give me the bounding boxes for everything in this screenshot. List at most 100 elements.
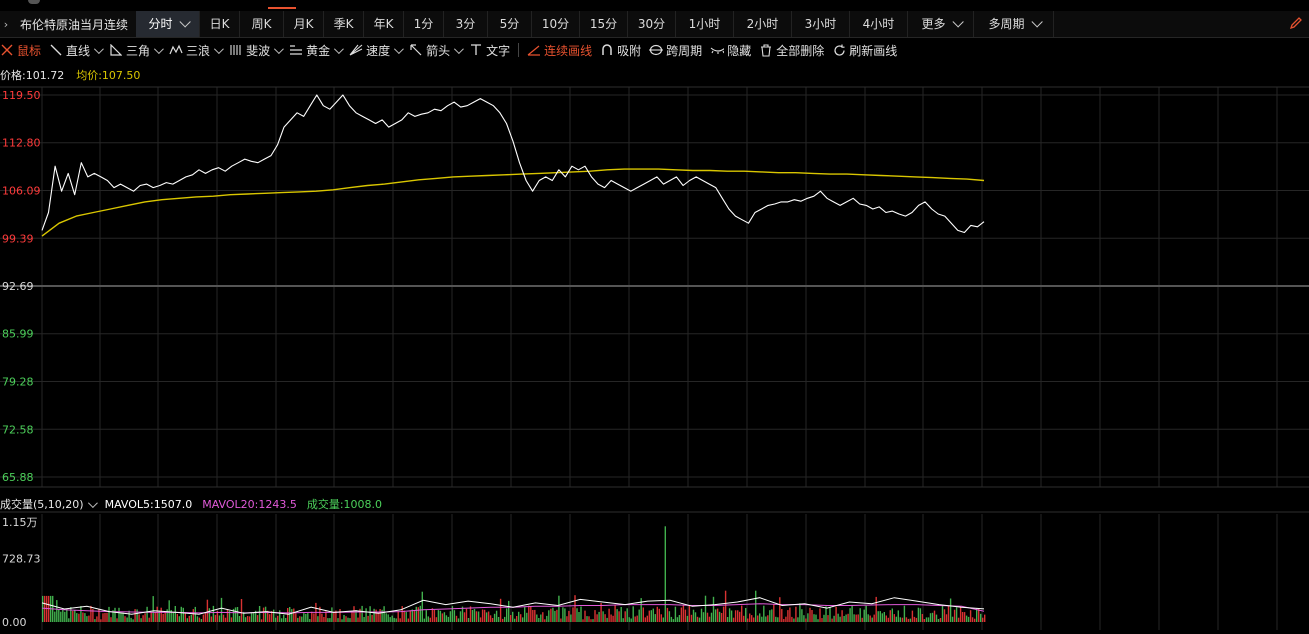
volume-bar [393,617,395,622]
volume-bar [158,610,160,622]
volume-bar [761,616,763,622]
tab-9[interactable]: 10分 [532,11,580,37]
volume-bar [66,608,68,622]
cross-cursor-icon [0,43,14,57]
snap-label: 吸附 [617,43,642,58]
volume-bar [755,590,757,622]
volume-bar [341,619,343,622]
tab-8[interactable]: 5分 [488,11,532,37]
volume-bar [875,596,877,622]
y-tick-label: 106.09 [2,185,41,198]
volume-bar [931,612,934,622]
volume-indicator-select[interactable]: 成交量(5,10,20) [0,496,98,512]
expand-arrow-icon[interactable]: › [3,17,9,31]
volume-bar [793,618,795,622]
tab-14[interactable]: 3小时 [792,11,850,37]
refresh-drawings-button[interactable]: 刷新画线 [832,38,897,62]
fibonacci-tool[interactable]: 斐波 [229,38,284,62]
volume-bar [851,605,853,622]
text-tool[interactable]: 文字 [469,38,510,62]
volume-bar [737,610,739,622]
volume-bar [548,610,550,622]
tab-2[interactable]: 周K [240,11,284,37]
delete-all-button[interactable]: 全部删除 [759,38,824,62]
volume-bar [706,612,709,622]
volume-bar [803,615,805,622]
tab-5[interactable]: 年K [364,11,404,37]
volume-bar [767,615,769,622]
tab-13[interactable]: 2小时 [734,11,792,37]
volume-bar [136,609,138,622]
active-indicator [268,7,296,9]
volume-bar [148,617,150,622]
volume-bar [208,608,211,622]
cross-period-toggle[interactable]: 跨周期 [649,38,702,62]
volume-bar [403,610,405,622]
volume-bar [273,609,275,622]
y-tick-label: 112.80 [2,137,41,150]
volume-bar [658,608,660,622]
volume-bar [596,614,598,622]
tab-11[interactable]: 30分 [628,11,676,37]
volume-bar [489,615,492,622]
gold-tool[interactable]: 黄金 [289,38,344,62]
volume-bar [660,614,662,622]
volume-bar [126,617,128,622]
volume-bar [933,610,936,622]
volume-bar [680,607,683,622]
volume-bar [423,618,425,622]
tab-12[interactable]: 1小时 [676,11,734,37]
tab-3[interactable]: 月K [284,11,324,37]
cursor-tool[interactable]: 鼠标 [0,38,41,62]
volume-bar [943,609,946,622]
tab-0[interactable]: 分时 [136,11,200,37]
snap-toggle[interactable]: 吸附 [600,38,641,62]
volume-bar [379,609,381,622]
volume-bar [178,616,180,622]
line-tool[interactable]: 直线 [49,38,104,62]
tab-1[interactable]: 日K [200,11,240,37]
speed-tool[interactable]: 速度 [349,38,404,62]
arrow-tool[interactable]: 箭头 [409,38,464,62]
volume-bar [622,618,624,622]
pencil-icon[interactable] [1289,15,1303,35]
tab-15[interactable]: 4小时 [850,11,908,37]
tab-4[interactable]: 季K [324,11,364,37]
volume-bar [568,610,570,622]
volume-bar [160,607,162,622]
volume-bar [628,617,630,622]
line-tool-label: 直线 [66,43,91,58]
hide-toggle[interactable]: 隐藏 [710,38,751,62]
triangle-tool[interactable]: 三角 [109,38,164,62]
volume-bar [481,609,484,622]
volume-bar [142,615,144,622]
volume-bar [893,614,895,622]
volume-bar [451,606,454,622]
volume-bar [369,606,371,622]
tab-17[interactable]: 多周期 [974,11,1054,37]
tab-7[interactable]: 3分 [444,11,488,37]
wave-tool[interactable]: 三浪 [169,38,224,62]
volume-bar [461,606,464,622]
y-tick-label: 99.39 [2,232,34,245]
volume-bar [427,616,429,622]
volume-bar [781,609,783,622]
tab-10[interactable]: 15分 [580,11,628,37]
volume-bar [242,611,245,622]
volume-bar [636,615,638,622]
volume-bar [604,614,606,622]
volume-bar [184,613,186,622]
volume-bar [303,613,305,622]
tab-16[interactable]: 更多 [908,11,974,37]
volume-bar [323,617,325,622]
text-t-icon [469,43,483,57]
volume-bar [262,607,265,622]
volume-bar [640,598,642,622]
volume-bar [871,617,873,622]
continuous-draw-toggle[interactable]: 连续画线 [527,38,592,62]
volume-bar [118,607,120,622]
volume-bar [333,611,335,622]
tab-6[interactable]: 1分 [404,11,444,37]
volume-bar [114,607,116,622]
